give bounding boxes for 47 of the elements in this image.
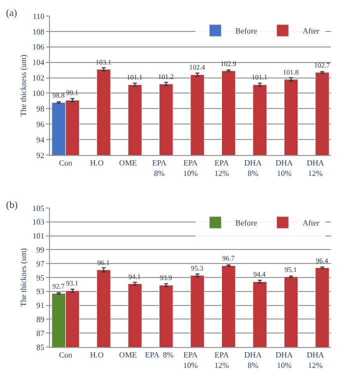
x-tick-label: Con [58,350,72,360]
x-tick-label: EPA 8% [144,350,174,360]
x-tick-label: H.O [90,350,104,360]
y-tick-label: 100 [32,89,44,98]
x-tick-label: EPA 10% [183,350,198,370]
y-tick-label: 103 [32,218,44,227]
legend-label: After [302,218,320,228]
y-tick-label: 108 [32,27,44,36]
y-tick-label: 85 [36,342,44,352]
legend-label: After [302,26,320,36]
y-tick-label: 97 [36,259,44,268]
y-tick-label: 89 [36,315,44,324]
x-tick-label: EPA 8% [152,158,167,178]
x-tick-label: DHA 8% [244,158,262,178]
x-tick-label: DHA 10% [276,350,294,370]
y-tick-label: 102 [32,74,44,83]
legend-label: Before [235,26,258,36]
y-tick-label: 96 [36,120,44,129]
x-tick-label: OME [119,350,138,360]
x-tick-label: OME [119,158,138,168]
y-axis-title: The thicknes (um) [19,248,28,307]
x-tick-label: DHA 12% [306,350,324,370]
legend-label: Before [235,218,258,228]
x-tick-label: DHA 8% [244,350,262,370]
y-tick-label: 95 [36,273,44,282]
x-tick-label: H.O [90,158,104,168]
chart-title: (a) [6,8,18,19]
y-tick-label: 104 [32,58,44,68]
x-tick-label: DHA 12% [306,158,324,178]
y-tick-label: 98 [36,104,44,114]
y-tick-label: 92 [36,150,44,160]
y-axis-title: The thickness (um) [19,54,28,116]
y-tick-label: 91 [36,301,44,310]
y-tick-label: 105 [32,204,44,213]
y-tick-label: 110 [32,12,44,21]
y-tick-label: 93 [36,287,44,296]
x-tick-label: Con [58,158,72,168]
y-tick-label: 106 [32,42,44,52]
y-tick-label: 99 [36,245,44,254]
y-tick-label: 94 [36,135,44,144]
x-tick-label: EPA 10% [183,158,198,178]
chart-title: (b) [6,200,18,211]
y-tick-label: 101 [32,232,44,241]
x-tick-label: DHA 10% [276,158,294,178]
y-tick-label: 87 [36,328,44,338]
x-tick-label: EPA 12% [214,350,230,370]
x-tick-label: EPA 12% [214,158,230,178]
